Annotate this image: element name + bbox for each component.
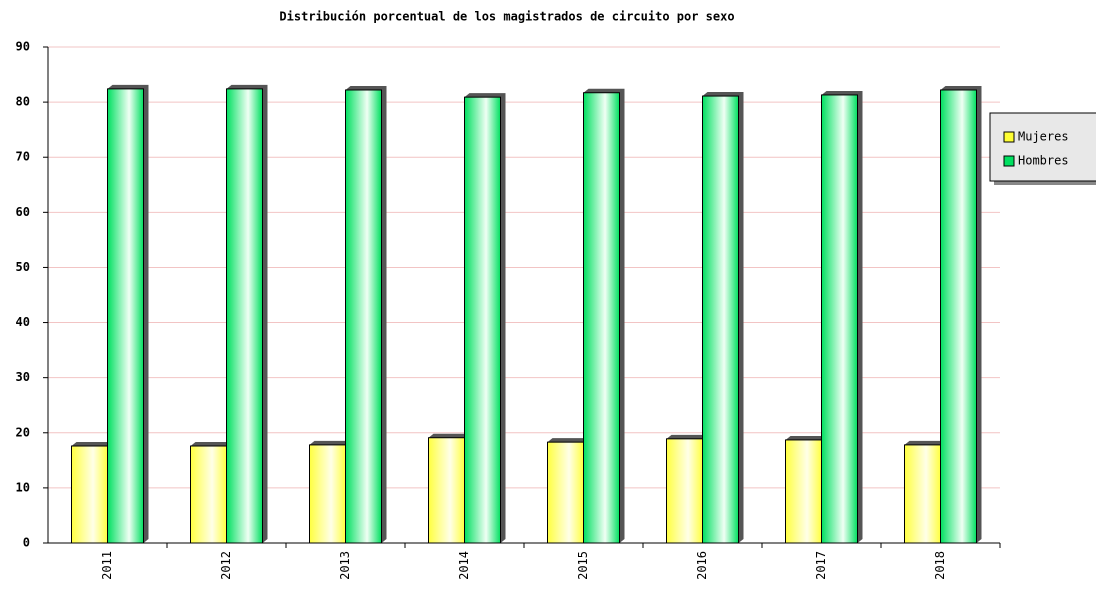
bar-shadow	[583, 88, 625, 544]
y-tick-label: 70	[16, 150, 30, 164]
x-tick-label: 2012	[219, 551, 233, 580]
bar-shadow	[940, 85, 982, 543]
bar	[428, 437, 465, 544]
x-tick-label: 2013	[338, 551, 352, 580]
bar-shadow	[702, 92, 744, 543]
bar-shadow	[821, 90, 863, 544]
legend: Mujeres Hombres	[989, 112, 1096, 185]
y-tick-label: 90	[16, 40, 30, 54]
y-tick-label: 40	[16, 315, 30, 329]
bar	[785, 439, 822, 544]
bar	[583, 92, 620, 544]
x-tick-label: 2016	[695, 551, 709, 580]
x-tick-label: 2017	[814, 551, 828, 580]
bar	[821, 94, 858, 544]
legend-label: Mujeres	[1018, 130, 1069, 144]
bar	[666, 438, 703, 544]
bar-shadow	[226, 84, 268, 543]
legend-swatch	[1003, 131, 1015, 143]
y-tick-label: 60	[16, 205, 30, 219]
y-tick-label: 30	[16, 370, 30, 384]
chart-title: Distribución porcentual de los magistrad…	[279, 10, 734, 24]
y-tick-label: 50	[16, 260, 30, 274]
y-tick-label: 80	[16, 95, 30, 109]
bar	[309, 444, 346, 544]
bar	[71, 445, 108, 544]
bar	[702, 95, 739, 544]
y-tick-label: 0	[23, 536, 30, 550]
legend-box	[989, 112, 1096, 182]
bar	[904, 444, 941, 544]
bar	[226, 88, 263, 544]
x-tick-label: 2011	[100, 551, 114, 580]
bar	[345, 89, 382, 544]
bar	[940, 89, 977, 544]
legend-swatch	[1003, 155, 1015, 167]
bar-shadow	[107, 84, 149, 543]
bar	[464, 96, 501, 544]
x-tick-label: 2018	[933, 551, 947, 580]
bar	[547, 441, 584, 544]
x-tick-label: 2014	[457, 551, 471, 580]
legend-label: Hombres	[1018, 154, 1069, 168]
x-tick-label: 2015	[576, 551, 590, 580]
y-tick-label: 20	[16, 425, 30, 439]
bar-shadow	[345, 85, 387, 543]
bar	[190, 445, 227, 544]
y-tick-label: 10	[16, 480, 30, 494]
bar	[107, 88, 144, 544]
bar-shadow	[464, 93, 506, 543]
